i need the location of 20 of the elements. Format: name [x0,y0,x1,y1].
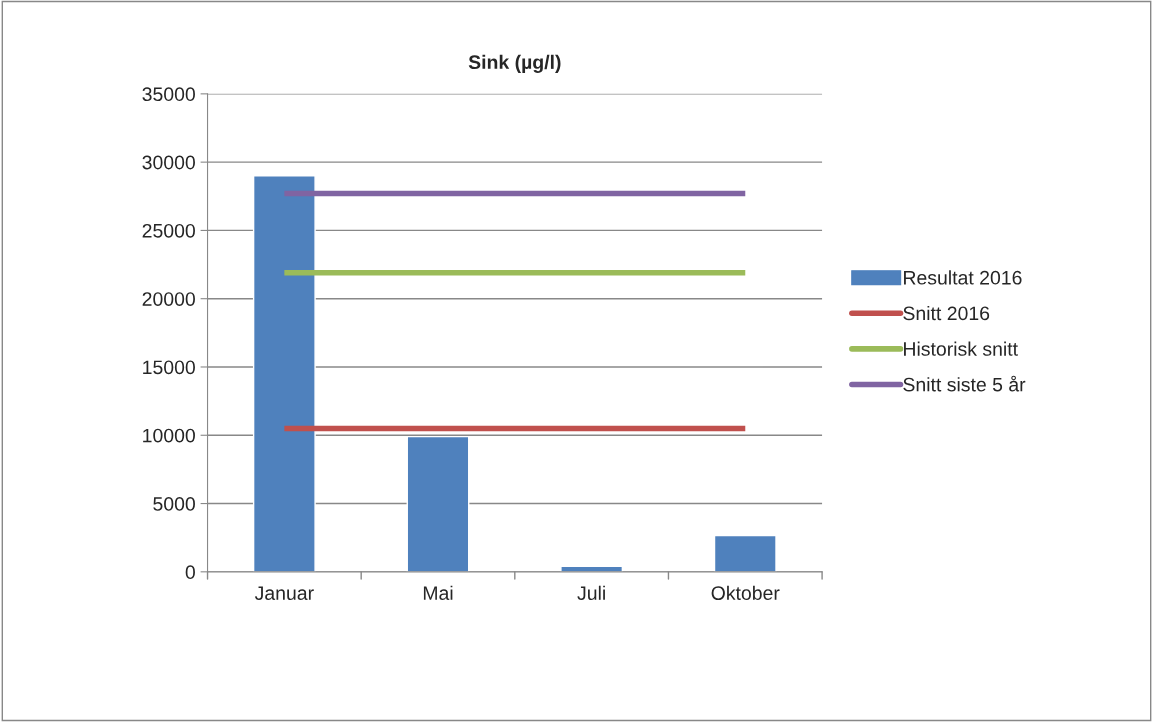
y-tick-label: 0 [185,565,195,580]
y-tick-label: 35000 [142,87,195,102]
bar [406,435,470,572]
x-tick-label: Mai [423,585,453,600]
y-tick-label: 25000 [142,223,195,238]
legend-label: Resultat 2016 [904,270,1022,285]
x-tick-label: Oktober [711,585,780,600]
bar [252,175,316,572]
x-tick-label: Juli [577,585,605,600]
y-tick-label: 10000 [143,428,195,443]
y-tick-label: 15000 [143,360,195,375]
y-tick-label: 30000 [142,155,195,170]
bar [713,534,777,572]
legend-label: Snitt siste 5 år [903,375,1026,392]
chart-title: Sink (µg/l) [468,54,561,73]
legend-label: Snitt 2016 [903,305,990,321]
y-tick-label: 5000 [153,497,195,511]
x-tick-label: Januar [254,586,314,600]
legend-label: Historisk snitt [904,341,1018,356]
y-tick-label: 20000 [142,292,195,306]
